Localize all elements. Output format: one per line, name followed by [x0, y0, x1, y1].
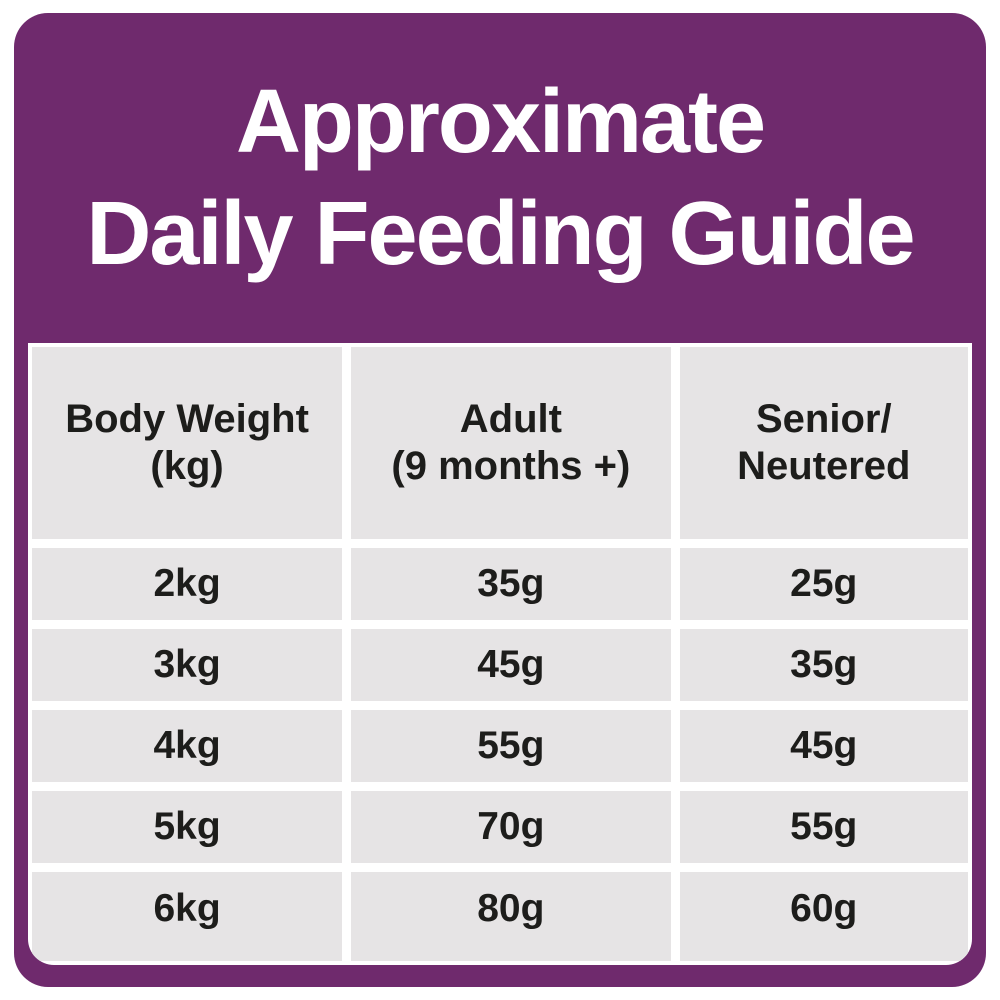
table-cell-weight: 4kg: [32, 710, 343, 782]
table-cell-weight: 6kg: [32, 872, 343, 961]
column-header-body-weight: Body Weight (kg): [32, 347, 343, 539]
column-header-label: (9 months +): [391, 444, 631, 488]
table-cell-senior: 25g: [679, 548, 968, 620]
column-header-label: Adult: [459, 397, 562, 441]
title-line-2: Daily Feeding Guide: [86, 184, 915, 284]
column-header-label: Body Weight: [65, 397, 309, 441]
table-cell-adult: 35g: [351, 548, 671, 620]
table-cell-senior: 55g: [679, 791, 968, 863]
table-cell-weight: 5kg: [32, 791, 343, 863]
column-header-label: Senior/: [755, 397, 892, 441]
column-header-label: Neutered: [737, 444, 911, 488]
column-header-label: (kg): [150, 444, 224, 488]
feeding-table-grid: Body Weight (kg) Adult (9 months +) Seni…: [32, 347, 968, 961]
column-header-senior-neutered: Senior/ Neutered: [679, 347, 968, 539]
table-cell-adult: 80g: [351, 872, 671, 961]
table-cell-senior: 35g: [679, 629, 968, 701]
column-header-adult: Adult (9 months +): [351, 347, 671, 539]
page-title: Approximate Daily Feeding Guide: [14, 13, 986, 343]
table-cell-senior: 45g: [679, 710, 968, 782]
feeding-table: Body Weight (kg) Adult (9 months +) Seni…: [28, 343, 972, 965]
table-cell-weight: 2kg: [32, 548, 343, 620]
table-cell-adult: 70g: [351, 791, 671, 863]
table-cell-adult: 55g: [351, 710, 671, 782]
feeding-guide-card: Approximate Daily Feeding Guide Body Wei…: [14, 13, 986, 987]
table-cell-adult: 45g: [351, 629, 671, 701]
table-cell-senior: 60g: [679, 872, 968, 961]
table-cell-weight: 3kg: [32, 629, 343, 701]
title-line-1: Approximate: [235, 72, 766, 172]
